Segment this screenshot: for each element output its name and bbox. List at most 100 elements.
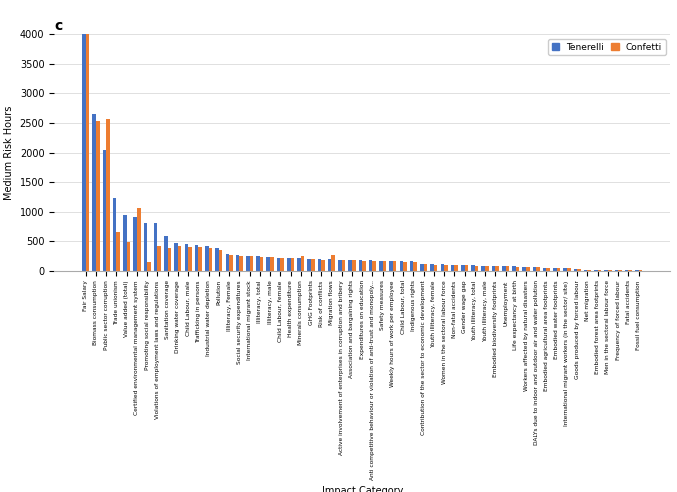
Bar [188, 247, 192, 271]
Bar [185, 244, 188, 271]
Bar [260, 257, 263, 271]
Bar [588, 270, 591, 271]
Bar [229, 255, 233, 271]
Bar [533, 267, 536, 271]
Bar [92, 114, 96, 271]
Bar [471, 265, 475, 271]
Bar [352, 260, 355, 271]
Bar [116, 232, 120, 271]
Bar [106, 120, 110, 271]
Bar [113, 198, 116, 271]
Bar [349, 260, 352, 271]
Bar [359, 260, 362, 271]
Bar [209, 248, 212, 271]
Bar [297, 258, 301, 271]
Bar [383, 261, 387, 271]
Bar [250, 256, 253, 271]
Bar [526, 267, 529, 271]
Bar [536, 267, 540, 271]
Bar [454, 265, 458, 271]
Bar [267, 257, 270, 271]
Bar [215, 247, 219, 271]
Bar [280, 258, 284, 271]
Bar [236, 255, 240, 271]
Bar [318, 259, 322, 271]
Legend: Tenerelli, Confetti: Tenerelli, Confetti [548, 39, 665, 55]
Bar [420, 264, 424, 271]
Bar [246, 256, 250, 271]
Bar [512, 267, 516, 271]
Bar [147, 262, 151, 271]
Bar [379, 261, 383, 271]
Bar [301, 256, 305, 271]
Bar [311, 259, 315, 271]
Bar [195, 245, 198, 271]
Bar [441, 264, 444, 271]
Bar [322, 260, 325, 271]
Bar [178, 246, 181, 271]
Bar [287, 258, 290, 271]
Bar [556, 268, 561, 271]
Bar [577, 270, 581, 271]
Bar [198, 247, 202, 271]
Bar [516, 267, 519, 271]
Bar [137, 208, 141, 271]
Bar [481, 266, 485, 271]
Bar [461, 265, 464, 271]
Bar [464, 265, 468, 271]
Bar [546, 268, 550, 271]
Bar [144, 223, 147, 271]
Bar [393, 261, 397, 271]
Bar [496, 266, 499, 271]
Bar [369, 260, 372, 271]
Bar [168, 248, 171, 271]
Bar [553, 268, 556, 271]
Bar [342, 260, 345, 271]
Bar [594, 270, 598, 271]
Bar [502, 266, 506, 271]
Bar [485, 266, 489, 271]
Bar [307, 259, 311, 271]
X-axis label: Impact Category: Impact Category [322, 486, 403, 492]
Bar [103, 150, 106, 271]
Bar [96, 121, 100, 271]
Bar [389, 261, 393, 271]
Bar [270, 257, 274, 271]
Bar [174, 243, 178, 271]
Bar [328, 259, 332, 271]
Bar [154, 223, 158, 271]
Bar [431, 264, 434, 271]
Bar [133, 217, 137, 271]
Bar [127, 242, 130, 271]
Text: c: c [54, 19, 62, 33]
Y-axis label: Medium Risk Hours: Medium Risk Hours [4, 105, 14, 200]
Bar [584, 270, 588, 271]
Bar [372, 261, 376, 271]
Bar [523, 267, 526, 271]
Bar [205, 246, 209, 271]
Bar [424, 264, 427, 271]
Bar [414, 262, 417, 271]
Bar [399, 261, 403, 271]
Bar [290, 258, 294, 271]
Bar [451, 265, 454, 271]
Bar [506, 267, 509, 271]
Bar [219, 249, 223, 271]
Bar [434, 265, 437, 271]
Bar [338, 260, 342, 271]
Bar [403, 262, 407, 271]
Bar [475, 266, 479, 271]
Bar [567, 268, 571, 271]
Bar [158, 246, 161, 271]
Bar [410, 261, 414, 271]
Bar [123, 215, 127, 271]
Bar [225, 254, 229, 271]
Bar [444, 265, 447, 271]
Bar [573, 270, 577, 271]
Bar [164, 236, 168, 271]
Bar [82, 34, 86, 271]
Bar [86, 30, 89, 271]
Bar [277, 258, 280, 271]
Bar [240, 256, 243, 271]
Bar [598, 270, 601, 271]
